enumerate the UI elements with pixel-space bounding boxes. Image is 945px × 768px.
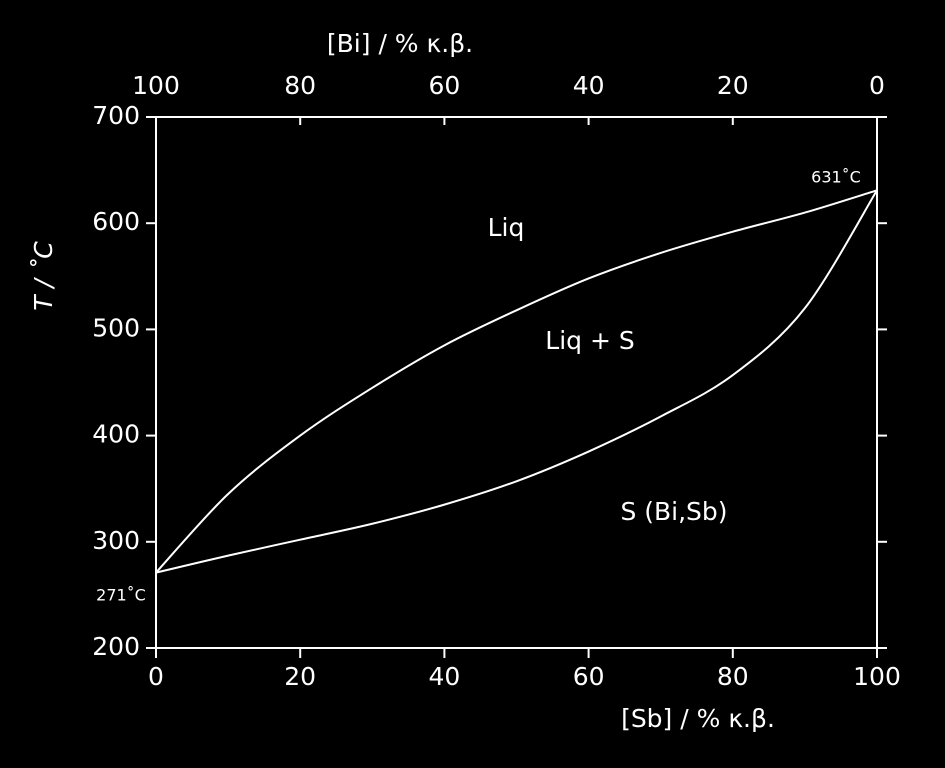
annotation: 631˚C — [811, 168, 861, 187]
y-tick-label: 300 — [92, 526, 140, 555]
top-tick-label: 20 — [717, 71, 749, 100]
y-tick-label: 600 — [92, 207, 140, 236]
annotation: Liq — [488, 213, 525, 242]
y-tick-label: 200 — [92, 632, 140, 661]
top-tick-label: 80 — [284, 71, 316, 100]
annotation: S (Bi,Sb) — [620, 497, 727, 526]
phase-curve — [155, 189, 878, 574]
x-tick-label: 40 — [428, 662, 460, 691]
plot-frame — [155, 116, 878, 649]
y-axis-label: T / ˚C — [29, 241, 58, 311]
x-tick-label: 0 — [148, 662, 164, 691]
top-tick-label: 60 — [428, 71, 460, 100]
top-tick-label: 100 — [132, 71, 180, 100]
top-tick-label: 0 — [869, 71, 885, 100]
x-axis-label: [Sb] / % κ.β. — [621, 704, 775, 733]
x-tick-label: 100 — [853, 662, 901, 691]
x-tick-label: 20 — [284, 662, 316, 691]
top-tick-label: 40 — [573, 71, 605, 100]
x-tick-label: 80 — [717, 662, 749, 691]
y-tick-label: 500 — [92, 313, 140, 342]
y-tick-label: 400 — [92, 420, 140, 449]
annotation: Liq + S — [545, 326, 634, 355]
phase-curve — [155, 189, 878, 574]
y-tick-label: 700 — [92, 101, 140, 130]
top-axis-label: [Bi] / % κ.β. — [327, 29, 473, 58]
annotation: 271˚C — [96, 586, 146, 605]
x-tick-label: 60 — [573, 662, 605, 691]
